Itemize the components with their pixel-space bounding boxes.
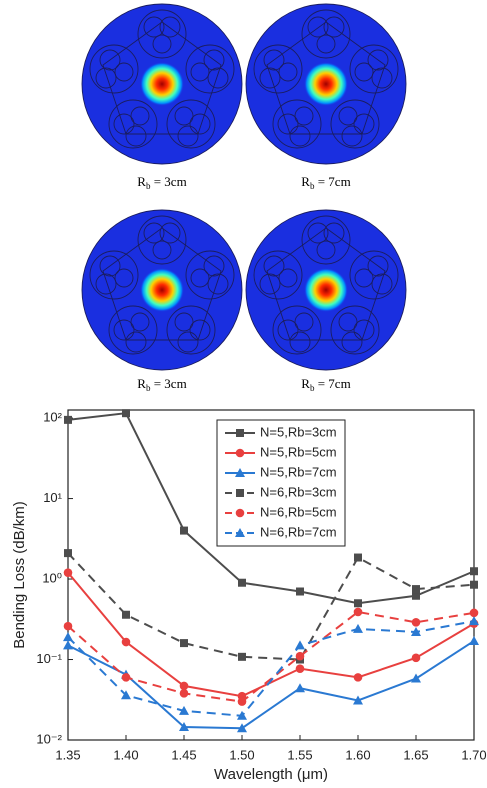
legend-label: N=5,Rb=7cm xyxy=(260,464,337,479)
x-tick-label: 1.70 xyxy=(461,747,486,762)
x-tick-label: 1.55 xyxy=(287,747,312,762)
caption-text: = 3cm xyxy=(150,376,186,391)
marker xyxy=(411,618,421,627)
marker xyxy=(237,723,247,733)
marker xyxy=(122,610,130,619)
marker xyxy=(237,710,247,720)
marker xyxy=(179,681,189,691)
x-tick-label: 1.35 xyxy=(55,747,80,762)
x-tick-label: 1.65 xyxy=(403,747,428,762)
caption-subscript: b xyxy=(146,181,151,191)
y-tick-label: 10⁰ xyxy=(42,570,62,585)
caption-text: = 7cm xyxy=(314,174,350,189)
mode-image xyxy=(245,3,407,165)
caption-symbol: R xyxy=(301,376,310,391)
marker xyxy=(296,587,304,596)
legend-marker xyxy=(235,468,245,477)
marker xyxy=(295,664,305,673)
marker xyxy=(353,623,363,633)
legend-label: N=6,Rb=7cm xyxy=(260,524,337,539)
legend-marker xyxy=(236,429,244,437)
legend-marker xyxy=(235,448,245,458)
legend-box xyxy=(216,419,346,547)
legend-marker xyxy=(236,489,244,497)
caption-subscript: b xyxy=(146,383,151,393)
mode-image xyxy=(245,209,407,371)
series-line xyxy=(67,552,475,661)
caption-symbol: R xyxy=(137,174,146,189)
mode-image xyxy=(81,209,243,371)
x-tick-label: 1.40 xyxy=(113,747,138,762)
marker xyxy=(179,705,189,715)
caption-subscript: b xyxy=(310,181,315,191)
marker xyxy=(179,689,189,698)
marker xyxy=(295,640,305,650)
marker xyxy=(63,640,73,650)
legend-label: N=5,Rb=5cm xyxy=(260,444,337,459)
marker xyxy=(469,616,479,626)
marker xyxy=(354,599,362,608)
y-tick-label: 10⁻¹ xyxy=(36,651,62,666)
marker xyxy=(237,697,247,706)
marker xyxy=(179,722,189,732)
series-line xyxy=(67,610,475,703)
marker xyxy=(63,568,73,577)
legend-label: N=5,Rb=3cm xyxy=(260,424,337,439)
marker xyxy=(353,673,363,682)
marker xyxy=(295,683,305,693)
marker xyxy=(470,567,478,576)
marker xyxy=(411,653,421,663)
marker xyxy=(412,585,420,594)
marker xyxy=(353,695,363,705)
legend-marker xyxy=(235,528,245,537)
caption-subscript: b xyxy=(310,383,315,393)
marker xyxy=(469,635,479,645)
marker xyxy=(121,673,131,682)
caption-symbol: R xyxy=(137,376,146,391)
x-tick-label: 1.60 xyxy=(345,747,370,762)
y-tick-label: 10¹ xyxy=(43,490,62,505)
marker xyxy=(63,632,73,642)
marker xyxy=(180,639,188,648)
marker xyxy=(411,673,421,683)
marker xyxy=(180,526,188,535)
caption: Rb = 3cm xyxy=(137,376,186,393)
legend-label: N=6,Rb=5cm xyxy=(260,504,337,519)
x-axis-label: Wavelength (μm) xyxy=(214,766,328,783)
y-tick-label: 10⁻² xyxy=(36,731,62,746)
marker xyxy=(470,580,478,589)
caption-text: = 7cm xyxy=(314,376,350,391)
caption: Rb = 7cm xyxy=(301,376,350,393)
marker xyxy=(238,578,246,587)
marker xyxy=(354,553,362,562)
marker xyxy=(353,607,363,617)
legend-label: N=6,Rb=3cm xyxy=(260,484,337,499)
legend-marker xyxy=(235,508,245,518)
series-line xyxy=(67,640,475,730)
caption-text: = 3cm xyxy=(150,174,186,189)
marker xyxy=(238,652,246,661)
marker xyxy=(64,415,72,424)
marker xyxy=(122,409,130,418)
mode-image xyxy=(81,3,243,165)
y-axis-label: Bending Loss (dB/km) xyxy=(11,501,28,649)
series-line xyxy=(67,620,475,717)
series-line xyxy=(67,412,475,605)
caption: Rb = 7cm xyxy=(301,174,350,191)
y-tick-label: 10² xyxy=(43,410,62,425)
caption: Rb = 3cm xyxy=(137,174,186,191)
marker xyxy=(64,549,72,558)
marker xyxy=(121,690,131,700)
x-tick-label: 1.45 xyxy=(171,747,196,762)
series-line xyxy=(67,572,475,698)
marker xyxy=(412,591,420,600)
marker xyxy=(411,626,421,636)
marker xyxy=(63,621,73,631)
x-tick-label: 1.50 xyxy=(229,747,254,762)
caption-symbol: R xyxy=(301,174,310,189)
marker xyxy=(469,608,479,618)
marker xyxy=(121,637,131,647)
marker xyxy=(295,651,305,661)
